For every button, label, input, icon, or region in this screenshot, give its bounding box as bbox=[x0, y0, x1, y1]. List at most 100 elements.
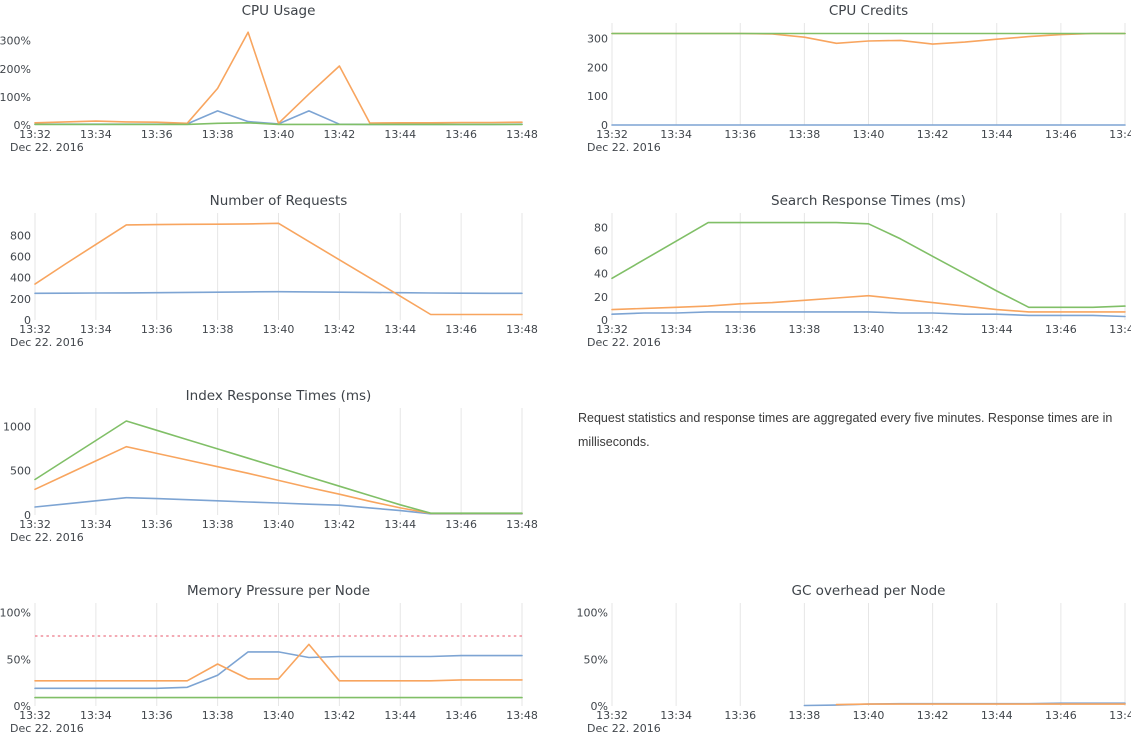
x-tick-label: 13:34 bbox=[80, 128, 112, 141]
aggregation-note: Request statistics and response times ar… bbox=[578, 411, 1113, 449]
y-tick-label: 0% bbox=[14, 119, 31, 132]
x-tick-label: 13:40 bbox=[263, 323, 295, 336]
x-tick-label: 13:38 bbox=[202, 323, 234, 336]
x-tick-label: 13:34 bbox=[80, 518, 112, 531]
x-tick-label: 13:42 bbox=[324, 709, 356, 722]
x-tick-label: 13:36 bbox=[724, 709, 756, 722]
x-tick-label: 13:36 bbox=[141, 323, 173, 336]
y-tick-label: 600 bbox=[10, 251, 31, 264]
chart-canvas-gc-overhead: 0% 50% 100% 13:32 13:34 13:36 13:38 13:40 13:42 1… bbox=[577, 603, 1131, 735]
x-tick-label: 13:40 bbox=[263, 128, 295, 141]
x-axis-date-label: Dec 22. 2016 bbox=[10, 141, 84, 154]
x-tick-label: 13:36 bbox=[724, 128, 756, 141]
series-line-blue bbox=[34, 651, 523, 690]
x-tick-label: 13:48 bbox=[1109, 709, 1131, 722]
x-axis-date-label: Dec 22. 2016 bbox=[10, 722, 84, 735]
x-tick-label: 13:42 bbox=[917, 323, 949, 336]
x-tick-label: 13:46 bbox=[1045, 128, 1077, 141]
chart-title-number-of-requests: Number of Requests bbox=[209, 193, 348, 209]
x-tick-label: 13:38 bbox=[202, 128, 234, 141]
x-tick-label: 13:32 bbox=[596, 128, 628, 141]
x-tick-label: 13:34 bbox=[660, 323, 692, 336]
chart-title-cpu-credits: CPU Credits bbox=[828, 3, 909, 19]
y-tick-label: 100% bbox=[577, 607, 608, 620]
x-tick-label: 13:38 bbox=[202, 518, 234, 531]
chart-canvas-cpu-usage: 0% 100% 200% 300% 13:32 13:34 13:36 13:38 13:40 1… bbox=[0, 31, 538, 154]
x-tick-label: 13:38 bbox=[789, 128, 821, 141]
x-tick-label: 13:38 bbox=[789, 323, 821, 336]
x-tick-label: 13:38 bbox=[789, 709, 821, 722]
x-tick-label: 13:40 bbox=[853, 128, 885, 141]
series-line-orange bbox=[34, 31, 523, 125]
x-tick-label: 13:32 bbox=[19, 518, 51, 531]
y-tick-label: 400 bbox=[10, 272, 31, 285]
chart-title-search-response-times: Search Response Times (ms) bbox=[771, 193, 966, 209]
x-tick-label: 13:48 bbox=[506, 709, 538, 722]
chart-title-memory-pressure: Memory Pressure per Node bbox=[186, 583, 371, 599]
series-line-blue bbox=[34, 290, 523, 295]
chart-canvas-search-response-times: 0 20 40 60 80 13:32 13:34 13:36 13:38 13:40 13:42 1… bbox=[587, 213, 1131, 349]
y-tick-label: 60 bbox=[594, 244, 608, 257]
x-tick-label: 13:42 bbox=[917, 128, 949, 141]
y-tick-label: 300 bbox=[587, 33, 608, 46]
chart-search-response-times: Search Response Times (ms) 0 20 40 60 80 13:3… bbox=[565, 190, 1131, 355]
y-tick-label: 0 bbox=[601, 314, 608, 327]
x-tick-label: 13:32 bbox=[596, 709, 628, 722]
x-tick-label: 13:46 bbox=[445, 128, 477, 141]
y-tick-label: 50% bbox=[584, 653, 608, 666]
x-tick-label: 13:44 bbox=[384, 323, 416, 336]
x-tick-label: 13:34 bbox=[660, 128, 692, 141]
x-tick-label: 13:44 bbox=[981, 709, 1013, 722]
chart-memory-pressure-per-node: Memory Pressure per Node 0% 50% 100% 13:32 1… bbox=[0, 580, 560, 741]
x-tick-label: 13:34 bbox=[660, 709, 692, 722]
chart-index-response-times: Index Response Times (ms) 0 500 1000 13:32 1… bbox=[0, 385, 560, 550]
chart-canvas-index-response-times: 0 500 1000 13:32 13:34 13:36 13:38 13:40 13:42 13… bbox=[3, 408, 538, 544]
x-tick-label: 13:34 bbox=[80, 323, 112, 336]
y-tick-label: 100% bbox=[0, 91, 31, 104]
x-tick-label: 13:44 bbox=[384, 709, 416, 722]
y-tick-label: 500 bbox=[10, 465, 31, 478]
x-tick-label: 13:44 bbox=[981, 128, 1013, 141]
y-tick-label: 20 bbox=[594, 291, 608, 304]
x-tick-label: 13:40 bbox=[853, 709, 885, 722]
chart-title-index-response-times: Index Response Times (ms) bbox=[185, 388, 372, 404]
x-tick-label: 13:46 bbox=[445, 518, 477, 531]
x-tick-label: 13:40 bbox=[853, 323, 885, 336]
x-tick-label: 13:36 bbox=[141, 709, 173, 722]
x-tick-label: 13:32 bbox=[19, 709, 51, 722]
y-tick-label: 800 bbox=[10, 229, 31, 242]
x-axis-date-label: Dec 22. 2016 bbox=[10, 531, 84, 544]
y-tick-label: 300% bbox=[0, 35, 31, 48]
y-tick-label: 200 bbox=[10, 293, 31, 306]
series-line-orange bbox=[835, 703, 1126, 706]
x-tick-label: 13:40 bbox=[263, 709, 295, 722]
x-tick-label: 13:44 bbox=[384, 518, 416, 531]
x-axis-date-label: Dec 22. 2016 bbox=[587, 336, 661, 349]
x-tick-label: 13:38 bbox=[202, 709, 234, 722]
x-tick-label: 13:48 bbox=[506, 518, 538, 531]
chart-cpu-credits: CPU Credits 0 100 200 300 13:32 13:34 13:36 13:… bbox=[565, 0, 1131, 160]
y-tick-label: 0 bbox=[24, 509, 31, 522]
x-tick-label: 13:48 bbox=[506, 128, 538, 141]
y-tick-label: 0% bbox=[591, 700, 608, 713]
x-tick-label: 13:42 bbox=[917, 709, 949, 722]
x-axis-date-label: Dec 22. 2016 bbox=[587, 722, 661, 735]
chart-canvas-cpu-credits: 0 100 200 300 13:32 13:34 13:36 13:38 13:40 13:42… bbox=[587, 23, 1131, 154]
chart-title-gc-overhead: GC overhead per Node bbox=[791, 583, 946, 599]
x-tick-label: 13:46 bbox=[1045, 323, 1077, 336]
x-tick-label: 13:44 bbox=[981, 323, 1013, 336]
x-tick-label: 13:40 bbox=[263, 518, 295, 531]
x-tick-label: 13:42 bbox=[324, 128, 356, 141]
x-tick-label: 13:42 bbox=[324, 323, 356, 336]
chart-number-of-requests: Number of Requests 0 200 400 600 800 13:32 13:… bbox=[0, 190, 560, 355]
x-tick-label: 13:36 bbox=[141, 518, 173, 531]
x-tick-label: 13:42 bbox=[324, 518, 356, 531]
y-tick-label: 1000 bbox=[3, 420, 31, 433]
y-tick-label: 80 bbox=[594, 221, 608, 234]
x-axis-date-label: Dec 22. 2016 bbox=[587, 141, 661, 154]
x-tick-label: 13:48 bbox=[1109, 128, 1131, 141]
series-line-green bbox=[34, 420, 523, 514]
y-tick-label: 0% bbox=[14, 700, 31, 713]
chart-title-cpu-usage: CPU Usage bbox=[241, 3, 316, 19]
